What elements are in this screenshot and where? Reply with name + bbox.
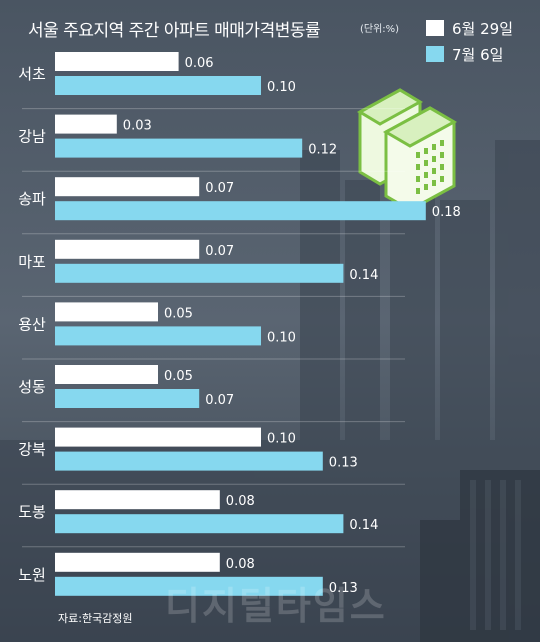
bar-series1-5 [55,365,158,384]
data-label-series2-6: 0.13 [329,456,358,471]
category-label-8: 노원 [18,566,46,584]
data-label-series1-6: 0.10 [267,432,296,447]
data-label-series1-0: 0.06 [185,56,214,71]
data-label-series2-1: 0.12 [308,143,337,158]
data-label-series1-5: 0.05 [164,369,193,384]
bar-series1-8 [55,552,220,572]
category-label-7: 도봉 [18,503,46,521]
data-label-series1-7: 0.08 [226,494,255,509]
source-note: 자료:한국감정원 [58,612,133,625]
data-label-series1-4: 0.05 [164,306,193,321]
bar-series1-1 [55,114,117,134]
bar-series2-8 [55,576,323,596]
bar-series2-6 [55,451,323,471]
data-label-series1-2: 0.07 [205,181,234,196]
watermark: 디지털타임스 [165,584,387,628]
bar-series2-5 [55,389,200,408]
unit-label: (단위:%) [360,24,400,35]
bar-series2-7 [55,514,344,534]
data-label-series2-4: 0.10 [267,330,296,345]
bar-series1-4 [55,302,158,322]
legend-item-series1: 6월 29일 [426,18,526,38]
data-label-series2-8: 0.13 [329,581,358,596]
category-label-4: 용산 [18,315,46,333]
legend-label-series1: 6월 29일 [452,19,513,38]
legend-swatch-series1 [426,20,444,36]
category-label-1: 강남 [18,128,46,146]
bar-series2-0 [55,76,261,95]
bar-series2-1 [55,138,303,158]
bar-series2-2 [55,201,426,221]
data-label-series1-1: 0.03 [123,119,152,134]
data-label-series2-2: 0.18 [432,205,461,220]
bar-series1-3 [55,239,200,259]
bar-series1-2 [55,177,200,197]
bar-series2-4 [55,326,261,346]
data-label-series2-0: 0.10 [267,80,296,95]
bar-series1-0 [55,52,179,71]
bar-series1-7 [55,490,220,510]
data-label-series2-3: 0.14 [349,268,378,283]
data-label-series1-8: 0.08 [226,557,255,572]
bar-series1-6 [55,427,261,447]
category-label-3: 마포 [18,253,46,271]
legend-label-series2: 7월 6일 [452,45,504,64]
data-label-series1-3: 0.07 [205,244,234,259]
category-label-6: 강북 [18,441,46,459]
apartment-buildings-icon [356,88,458,212]
category-label-0: 서초 [18,65,46,83]
data-label-series2-5: 0.07 [205,393,234,408]
legend-swatch-series2 [426,46,444,62]
chart-title: 서울 주요지역 주간 아파트 매매가격변동률 [28,21,321,41]
category-label-5: 성동 [18,378,46,396]
legend-item-series2: 7월 6일 [426,44,526,64]
bar-series2-3 [55,263,344,283]
data-label-series2-7: 0.14 [349,518,378,533]
category-label-2: 송파 [18,190,46,208]
